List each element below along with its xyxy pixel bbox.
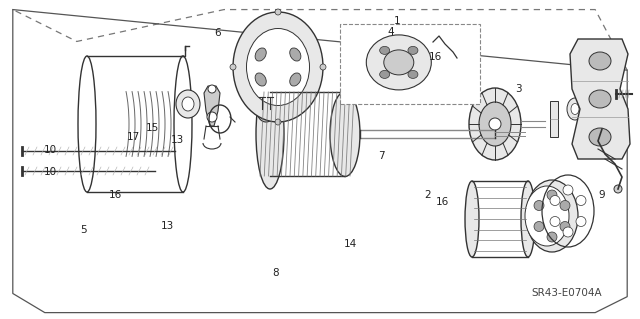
Bar [340, 24, 480, 104]
Text: 16: 16 [436, 197, 449, 207]
Ellipse shape [408, 70, 418, 78]
Circle shape [534, 201, 544, 211]
Text: 6: 6 [214, 28, 221, 39]
Text: 13: 13 [161, 221, 174, 232]
FancyBboxPatch shape [550, 101, 558, 137]
Circle shape [207, 112, 217, 122]
Text: 3: 3 [515, 84, 522, 94]
Ellipse shape [256, 79, 284, 189]
Circle shape [208, 85, 216, 93]
Ellipse shape [408, 46, 418, 54]
Ellipse shape [233, 12, 323, 122]
Text: 7: 7 [378, 151, 385, 161]
Circle shape [576, 217, 586, 226]
Ellipse shape [330, 92, 360, 176]
Polygon shape [570, 39, 630, 159]
Circle shape [560, 201, 570, 211]
Circle shape [534, 221, 544, 232]
Circle shape [275, 9, 281, 15]
Ellipse shape [290, 73, 301, 86]
Ellipse shape [380, 70, 390, 78]
Circle shape [275, 119, 281, 125]
Text: 14: 14 [344, 239, 357, 249]
Circle shape [550, 217, 560, 226]
Circle shape [560, 221, 570, 232]
Ellipse shape [246, 28, 310, 106]
Ellipse shape [528, 212, 536, 226]
Circle shape [576, 196, 586, 205]
Ellipse shape [526, 180, 578, 252]
Text: 4: 4 [387, 27, 394, 37]
Ellipse shape [290, 48, 301, 61]
Ellipse shape [479, 102, 511, 146]
Polygon shape [204, 86, 220, 126]
Text: 10: 10 [44, 145, 56, 155]
Text: SR43-E0704A: SR43-E0704A [531, 288, 602, 299]
Text: 10: 10 [44, 167, 56, 177]
Text: 5: 5 [80, 225, 86, 235]
Ellipse shape [589, 90, 611, 108]
Text: 16: 16 [429, 52, 442, 63]
Circle shape [598, 125, 606, 133]
Text: 16: 16 [109, 189, 122, 200]
Text: 13: 13 [172, 135, 184, 145]
Ellipse shape [176, 90, 200, 118]
Ellipse shape [255, 48, 266, 61]
Ellipse shape [257, 100, 275, 122]
Text: 2: 2 [424, 189, 431, 200]
Ellipse shape [182, 97, 194, 111]
Ellipse shape [380, 46, 390, 54]
Circle shape [547, 190, 557, 200]
Text: 17: 17 [127, 132, 140, 142]
Ellipse shape [255, 73, 266, 86]
Ellipse shape [469, 88, 521, 160]
Circle shape [550, 196, 560, 205]
Circle shape [614, 185, 622, 193]
Circle shape [547, 232, 557, 242]
Circle shape [489, 118, 501, 130]
Ellipse shape [525, 186, 569, 246]
Ellipse shape [571, 103, 579, 115]
Circle shape [320, 64, 326, 70]
Text: 8: 8 [272, 268, 278, 278]
Ellipse shape [567, 98, 583, 120]
Ellipse shape [589, 52, 611, 70]
Circle shape [563, 227, 573, 237]
Ellipse shape [521, 181, 535, 257]
Ellipse shape [589, 128, 611, 146]
Ellipse shape [384, 50, 414, 75]
Text: 15: 15 [146, 122, 159, 133]
Circle shape [230, 64, 236, 70]
Ellipse shape [366, 35, 431, 90]
Text: 1: 1 [394, 16, 400, 26]
Circle shape [563, 185, 573, 195]
Text: 9: 9 [598, 189, 605, 200]
Ellipse shape [465, 181, 479, 257]
